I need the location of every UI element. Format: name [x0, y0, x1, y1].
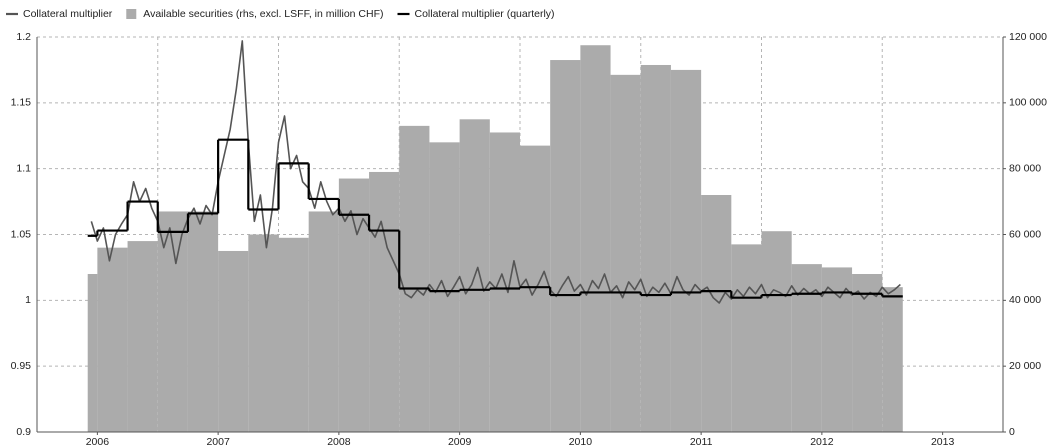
bar [580, 45, 611, 433]
bar [97, 247, 128, 432]
y-tick-label: 0.95 [11, 360, 32, 372]
bar [550, 60, 581, 433]
bar [369, 171, 400, 433]
bar [610, 74, 641, 433]
y-tick-label: 1.15 [11, 97, 32, 109]
bar [87, 274, 98, 432]
legend-label: Collateral multiplier (quarterly) [415, 8, 555, 20]
bar [761, 231, 792, 432]
step-layer [87, 138, 903, 299]
bar [701, 195, 732, 432]
y-tick-label: 1 [25, 294, 31, 306]
bar [187, 211, 219, 432]
bar [308, 211, 339, 432]
legend-item: Collateral multiplier [6, 8, 113, 20]
bar [278, 237, 309, 432]
legend-swatch [126, 9, 137, 19]
y-tick-label: 0.9 [16, 426, 31, 438]
bar [882, 287, 903, 432]
bar [399, 125, 430, 432]
x-tick-label: 2007 [206, 436, 230, 448]
y2-tick-label: 100 000 [1009, 97, 1047, 109]
legend-label: Available securities (rhs, excl. LSFF, i… [143, 8, 383, 20]
y2-tick-label: 0 [1009, 426, 1015, 438]
bar [640, 64, 671, 433]
bar-layer [87, 45, 903, 433]
legend-item: Available securities (rhs, excl. LSFF, i… [126, 8, 384, 20]
y2-tick-label: 80 000 [1009, 162, 1041, 174]
bar [248, 234, 279, 432]
axis-layer: 0.9 0.95 1 1.05 1.1 1.15 1.2 0 20 000 40 000 60 00… [11, 31, 1048, 448]
x-tick-label: 2012 [810, 436, 834, 448]
bar [731, 244, 762, 432]
x-tick-label: 2009 [448, 436, 472, 448]
bar [791, 264, 822, 432]
x-tick-label: 2013 [931, 436, 955, 448]
y-tick-label: 1.05 [11, 228, 32, 240]
y2-tick-label: 20 000 [1009, 360, 1041, 372]
x-tick-label: 2011 [690, 436, 713, 448]
legend-item: Collateral multiplier (quarterly) [397, 8, 555, 20]
bar [218, 250, 249, 432]
y-tick-label: 1.1 [16, 162, 31, 174]
y2-tick-label: 120 000 [1009, 31, 1047, 43]
bar [670, 69, 702, 433]
bar [127, 241, 158, 432]
x-tick-label: 2006 [86, 436, 110, 448]
legend-label: Collateral multiplier [23, 8, 113, 20]
y2-tick-label: 60 000 [1009, 228, 1041, 240]
bar [852, 274, 883, 432]
y-tick-label: 1.2 [16, 31, 31, 43]
x-tick-label: 2010 [569, 436, 593, 448]
x-tick-label: 2008 [327, 436, 351, 448]
y2-tick-label: 40 000 [1009, 294, 1041, 306]
